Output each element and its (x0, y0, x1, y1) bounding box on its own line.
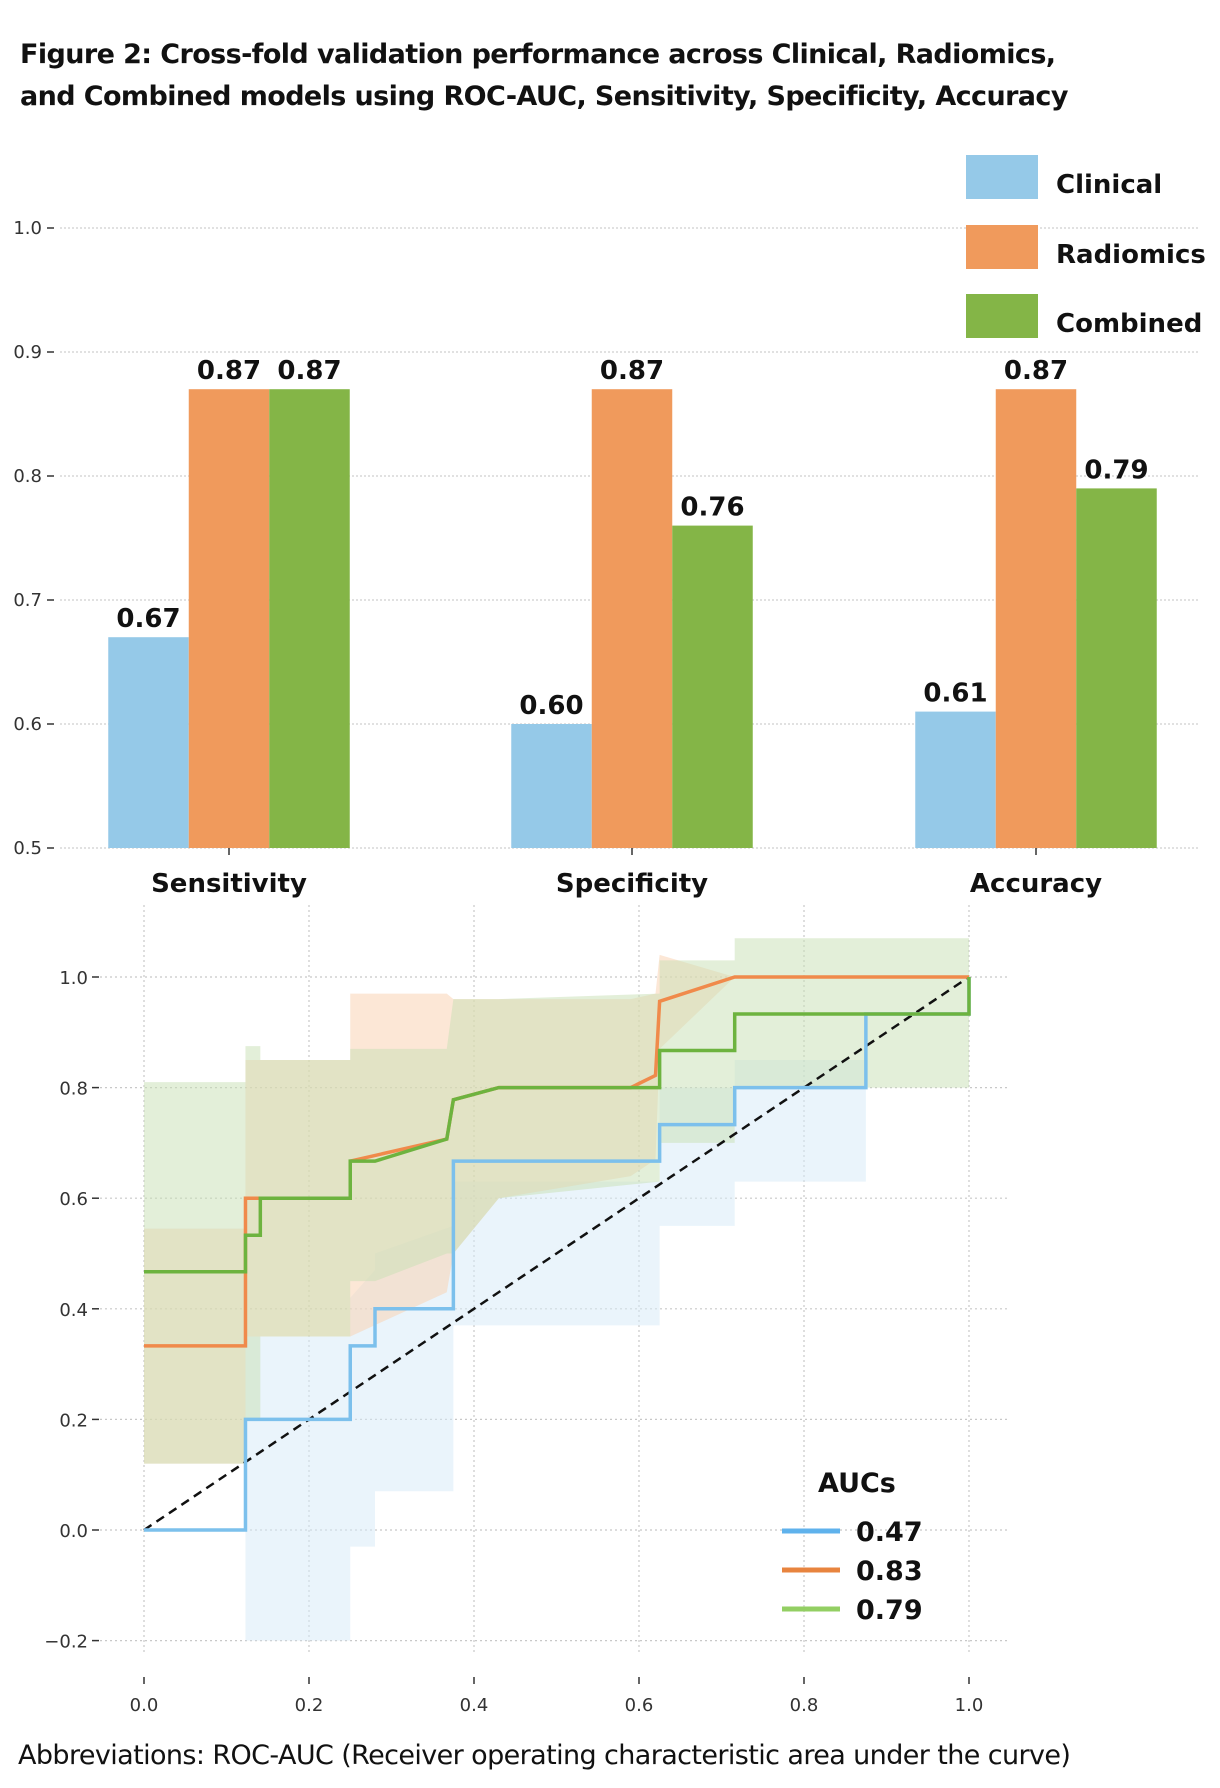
bar-chart-y-axis: 0.5 0.6 0.7 0.8 0.9 1.0 (13, 218, 54, 859)
roc-x-tick-label: 0.2 (295, 1695, 324, 1716)
roc-curve-clinical (144, 977, 971, 1532)
bar-combined-sensitivity (269, 389, 350, 848)
figure-title-line-1: Figure 2: Cross-fold validation performa… (20, 39, 1056, 70)
bar-radiomics-accuracy (995, 389, 1077, 848)
roc-y-tick-label: 1.0 (59, 968, 88, 989)
roc-auc-legend: AUCs 0.47 0.83 0.79 (782, 1468, 923, 1626)
bar-value-label: 0.87 (197, 356, 261, 386)
roc-y-tick-label: 0.2 (59, 1410, 88, 1431)
bar-chart-legend: Clinical Radiomics Combined (966, 155, 1206, 339)
bar-value-label: 0.67 (116, 604, 180, 634)
roc-x-tick-label: 1.0 (955, 1695, 984, 1716)
legend-label-clinical: Clinical (1056, 170, 1162, 200)
roc-chance-line (143, 975, 970, 1532)
roc-chart: −0.2 0.0 0.2 0.4 0.6 0.8 1.0 0.0 0.2 0.4 0.6 0.8 1.… (44, 905, 1010, 1716)
roc-curve-combined (144, 977, 971, 1274)
roc-legend-title: AUCs (818, 1468, 896, 1499)
bar-value-label: 0.87 (277, 356, 341, 386)
bar-y-tick-label: 0.6 (13, 714, 42, 735)
roc-x-tick-label: 0.4 (460, 1695, 489, 1716)
figure-title-line-2: and Combined models using ROC-AUC, Sensi… (20, 81, 1068, 112)
bar-y-tick-label: 0.7 (13, 590, 42, 611)
roc-x-axis: 0.0 0.2 0.4 0.6 0.8 1.0 (130, 1677, 984, 1716)
bar-chart-value-labels: 0.67 0.87 0.87 0.60 0.87 0.76 0.61 0.87 0.79 (116, 356, 1148, 721)
legend-swatch-clinical (966, 155, 1038, 199)
roc-y-tick-label: 0.8 (59, 1079, 88, 1100)
bar-value-label: 0.61 (923, 679, 987, 709)
roc-x-tick-label: 0.0 (130, 1695, 159, 1716)
bar-y-tick-label: 1.0 (13, 218, 42, 239)
roc-legend-auc-clinical: 0.47 (856, 1517, 923, 1548)
bar-radiomics-sensitivity (188, 389, 270, 848)
roc-y-tick-label: −0.2 (44, 1632, 88, 1653)
bar-value-label: 0.87 (600, 356, 664, 386)
legend-swatch-radiomics (966, 225, 1038, 269)
bar-value-label: 0.79 (1084, 455, 1148, 485)
abbreviations-footnote: Abbreviations: ROC-AUC (Receiver operati… (18, 1740, 1071, 1771)
bar-chart-bars (108, 389, 1157, 848)
bar-radiomics-specificity (591, 389, 673, 848)
bar-value-label: 0.76 (680, 493, 744, 523)
roc-legend-auc-combined: 0.79 (856, 1595, 923, 1626)
bar-y-tick-label: 0.5 (13, 838, 42, 859)
roc-band-clinical (144, 977, 969, 1641)
roc-y-axis: −0.2 0.0 0.2 0.4 0.6 0.8 1.0 (44, 968, 99, 1653)
roc-confidence-bands (144, 938, 969, 1641)
bar-category-label: Accuracy (970, 869, 1102, 899)
roc-legend-auc-radiomics: 0.83 (856, 1556, 923, 1587)
roc-x-tick-label: 0.8 (790, 1695, 819, 1716)
roc-y-tick-label: 0.0 (59, 1521, 88, 1542)
bar-y-tick-label: 0.9 (13, 342, 42, 363)
bar-combined-accuracy (1076, 488, 1157, 848)
roc-chance-diagonal (143, 975, 970, 1532)
roc-x-tick-label: 0.6 (625, 1695, 654, 1716)
bar-category-label: Sensitivity (151, 869, 307, 899)
roc-band-combined (144, 938, 969, 1464)
roc-curves (144, 975, 971, 1532)
bar-clinical-specificity (511, 724, 592, 848)
figure-title: Figure 2: Cross-fold validation performa… (20, 34, 1210, 118)
bar-chart-x-axis: Sensitivity Specificity Accuracy (151, 848, 1102, 899)
bar-y-tick-label: 0.8 (13, 466, 42, 487)
bar-clinical-sensitivity (108, 637, 189, 848)
bar-category-label: Specificity (556, 869, 708, 899)
roc-y-tick-label: 0.4 (59, 1300, 88, 1321)
roc-y-tick-label: 0.6 (59, 1189, 88, 1210)
legend-swatch-combined (966, 294, 1038, 338)
bar-chart: 0.50.60.70.80.91.0 0.670.87 0.870.600.870… (13, 155, 1206, 899)
bar-combined-specificity (672, 525, 753, 848)
legend-label-combined: Combined (1056, 309, 1202, 339)
bar-clinical-accuracy (915, 711, 996, 848)
legend-label-radiomics: Radiomics (1056, 240, 1206, 270)
bar-value-label: 0.60 (519, 691, 583, 721)
bar-value-label: 0.87 (1004, 356, 1068, 386)
